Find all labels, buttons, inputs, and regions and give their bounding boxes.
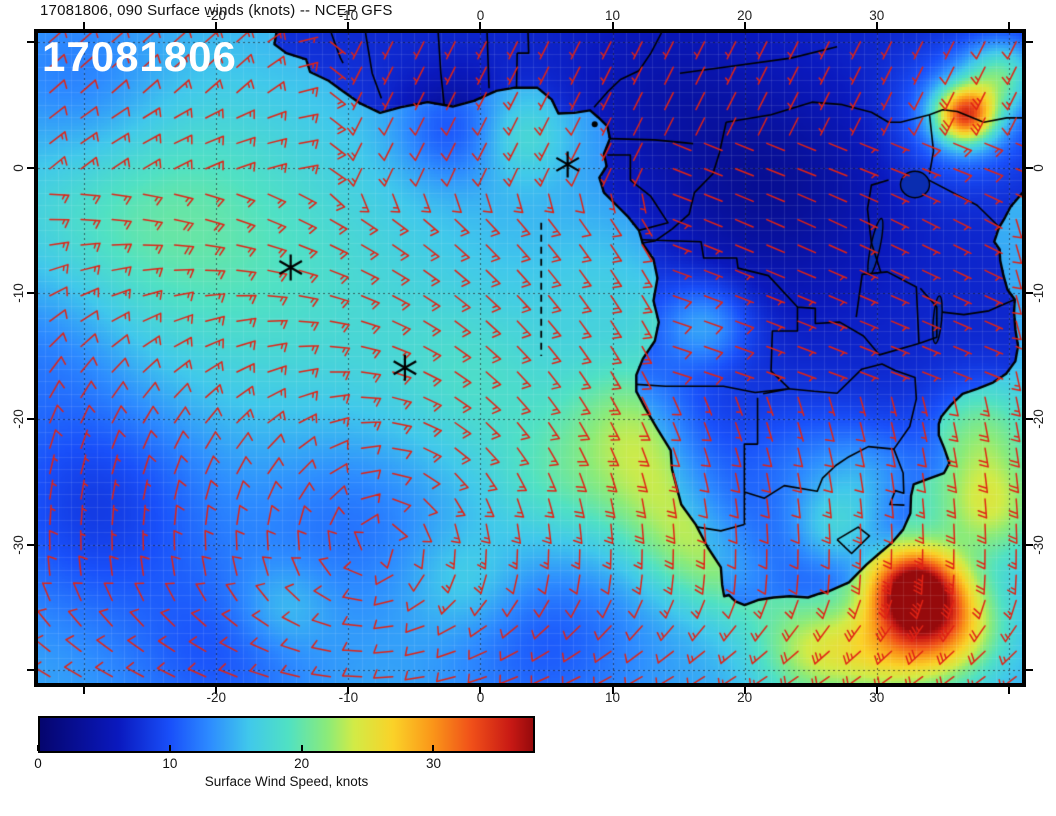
lat-label-right: -30 [1031,534,1046,555]
lat-tick-right [1026,166,1033,169]
lat-label-right: 0 [1031,163,1046,172]
lon-label-bottom: 20 [737,690,753,705]
colorbar-gradient [40,718,533,751]
lat-label-left: -30 [11,534,26,555]
figure-title: 17081806, 090 Surface winds (knots) -- N… [40,2,393,19]
colorbar-tick [37,745,39,751]
lon-tick-top [875,22,878,29]
lon-label-top: 30 [869,8,885,23]
lat-tick-right [1026,40,1033,43]
lat-label-left: -20 [11,409,26,429]
colorbar-tick-label: 20 [294,756,310,771]
lon-tick-top [743,22,746,29]
colorbar-tick [300,745,303,751]
lon-tick-bottom [1007,687,1010,694]
lat-tick-left [27,543,34,546]
colorbar-tick-label: 0 [34,756,42,771]
colorbar-tick-label: 30 [425,756,441,771]
lon-tick-bottom [611,687,614,694]
lat-label-left: -10 [11,283,26,304]
wind-map-canvas [38,33,1022,683]
lon-tick-top [83,22,86,29]
lon-label-top: 10 [605,8,621,23]
colorbar-tick-label: 10 [162,756,178,771]
lon-label-bottom: -10 [338,690,359,705]
lat-tick-left [27,417,34,420]
lon-label-top: 20 [737,8,753,23]
lat-tick-left [27,40,34,43]
colorbar-tick [432,745,435,751]
lat-tick-right [1026,669,1033,672]
lon-label-bottom: 30 [869,690,885,705]
lon-tick-bottom [347,687,350,694]
date-stamp: 17081806 [42,33,237,80]
lon-tick-top [1007,22,1010,29]
lat-label-right: -20 [1031,409,1046,429]
colorbar-tick [168,745,171,751]
colorbar [38,716,535,753]
lat-tick-right [1026,417,1033,420]
lon-tick-bottom [743,687,746,694]
lon-label-bottom: 0 [476,690,485,705]
lat-label-right: -10 [1031,283,1046,304]
lon-label-bottom: 10 [605,690,621,705]
lat-tick-right [1026,543,1033,546]
lon-tick-top [479,22,482,29]
lon-tick-top [611,22,614,29]
lon-label-top: -10 [338,8,359,23]
lat-tick-left [27,166,34,169]
colorbar-caption: Surface Wind Speed, knots [204,774,369,789]
lat-tick-left [27,292,34,295]
lon-tick-bottom [479,687,482,694]
lat-label-left: 0 [11,163,26,172]
lon-tick-top [215,22,218,29]
lat-tick-right [1026,292,1033,295]
lon-tick-bottom [215,687,218,694]
lat-tick-left [27,669,34,672]
lon-label-top: 0 [476,8,485,23]
lon-tick-bottom [83,687,86,694]
lon-tick-top [347,22,350,29]
lon-label-bottom: -20 [206,690,227,705]
lon-tick-bottom [875,687,878,694]
lon-label-top: -20 [206,8,227,23]
